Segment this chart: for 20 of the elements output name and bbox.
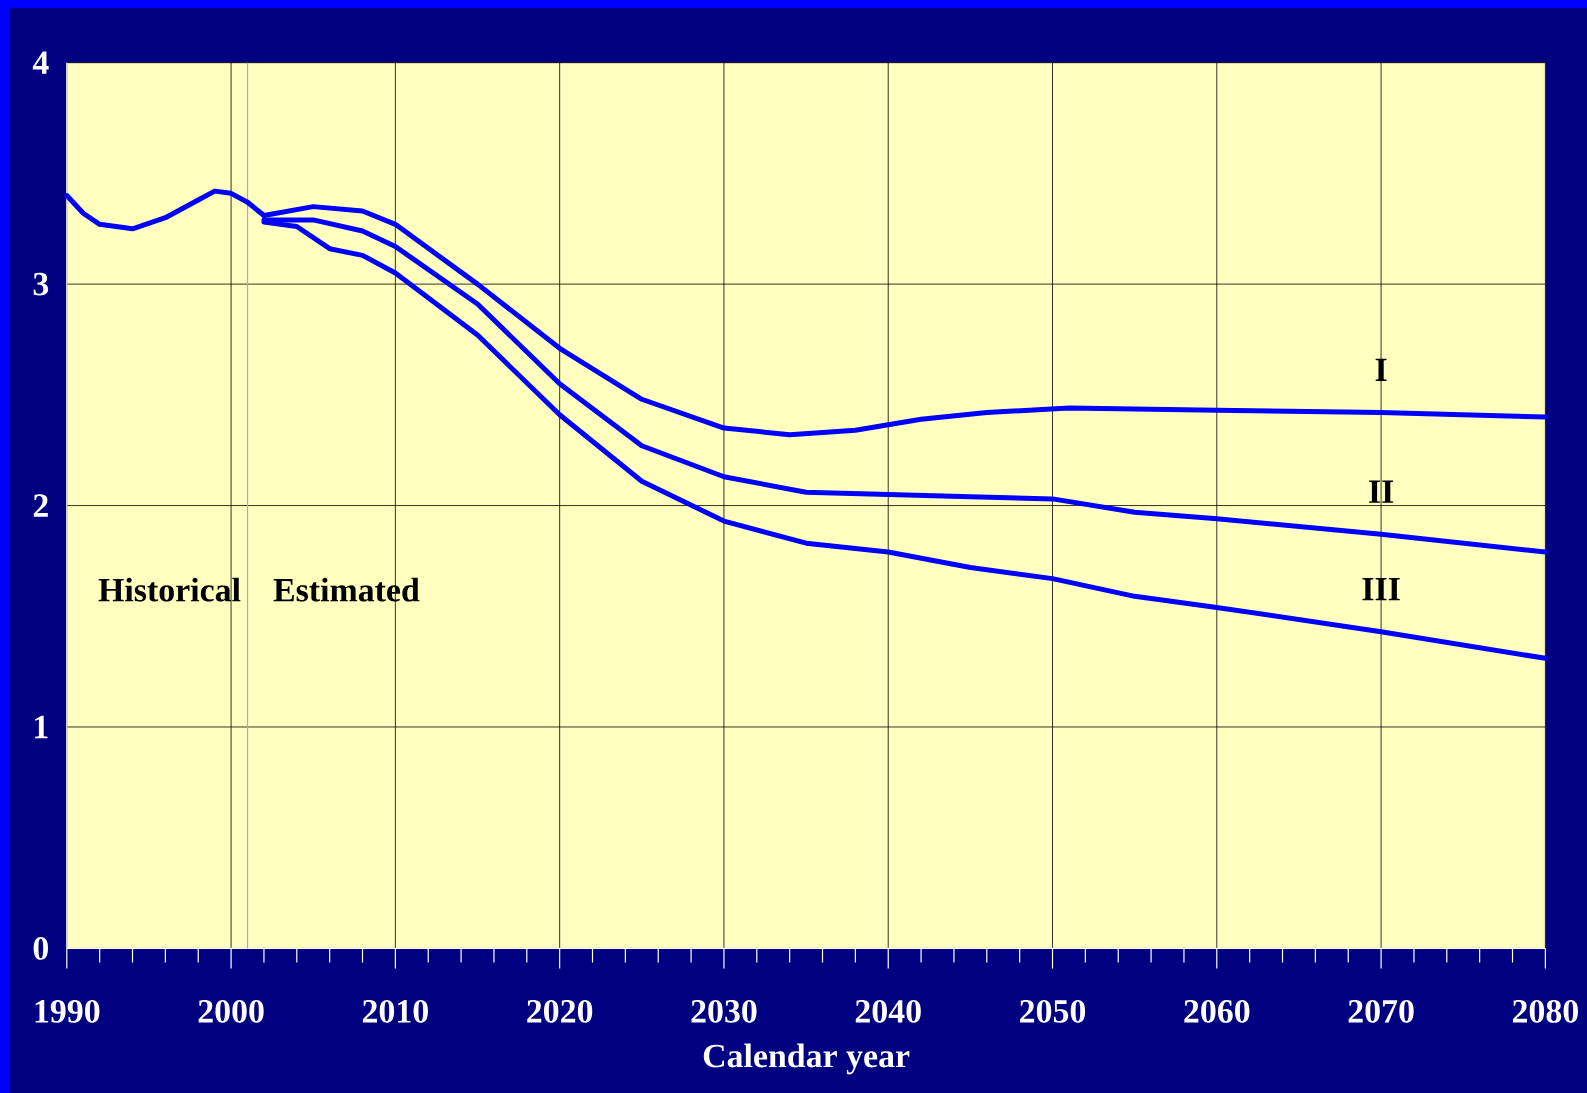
x-tick-label: 2020 <box>527 999 593 1023</box>
annotation: Historical <box>98 577 241 602</box>
x-tick-label: 2060 <box>1184 999 1250 1023</box>
series-label: II <box>1369 480 1394 503</box>
y-tick-label: 3 <box>33 272 49 296</box>
x-tick-label: 2010 <box>362 999 428 1023</box>
series-label: I <box>1375 358 1387 382</box>
y-tick-label: 2 <box>33 494 48 517</box>
y-tick-label: 1 <box>35 715 48 739</box>
series-label: III <box>1362 578 1400 601</box>
x-tick-label: 2040 <box>855 999 921 1023</box>
x-tick-label: 2070 <box>1348 999 1414 1023</box>
x-tick-label: 2000 <box>198 999 264 1023</box>
x-tick-label: 2030 <box>691 999 757 1023</box>
x-tick-label: 2080 <box>1512 999 1578 1023</box>
x-tick-label: 1990 <box>35 999 100 1023</box>
x-axis-title: Calendar year <box>703 1043 910 1075</box>
y-tick-label: 0 <box>33 936 48 960</box>
y-tick-label: 4 <box>32 51 49 74</box>
x-tick-label: 2050 <box>1020 999 1086 1023</box>
